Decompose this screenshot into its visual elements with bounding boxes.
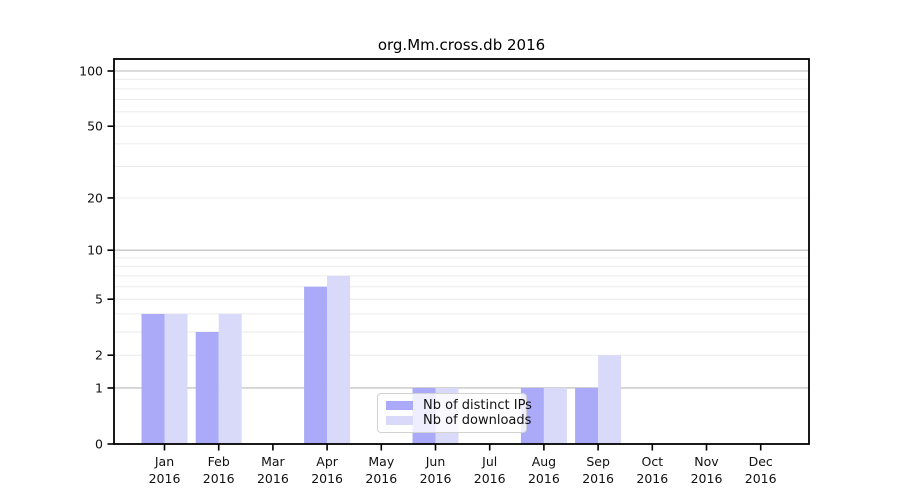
legend-swatch-downloads: [386, 416, 413, 425]
y-tick-label: 0: [95, 437, 103, 452]
x-tick-label: Mar 2016: [257, 454, 289, 486]
bar-aug-downloads: [543, 387, 567, 444]
bar-apr-downloads: [327, 275, 351, 444]
x-tick-label: Aug 2016: [528, 454, 560, 486]
y-tick-label: 10: [87, 243, 103, 258]
x-tick-label: Oct 2016: [636, 454, 668, 486]
x-tick-label: May 2016: [365, 454, 397, 486]
x-tick-label: Feb 2016: [203, 454, 235, 486]
legend-swatch-distinct-ips: [386, 401, 413, 410]
bar-jan-ips: [141, 313, 165, 444]
legend: Nb of distinct IPs Nb of downloads: [377, 393, 532, 433]
x-tick-label: Jul 2016: [474, 454, 506, 486]
bar-sep-ips: [575, 387, 599, 444]
y-tick-label: 100: [79, 64, 103, 79]
bar-apr-ips: [304, 286, 328, 444]
bar-feb-downloads: [218, 313, 242, 444]
y-tick-label: 20: [87, 190, 103, 205]
legend-label-distinct-ips: Nb of distinct IPs: [423, 398, 532, 413]
legend-row-downloads: Nb of downloads: [386, 413, 531, 428]
x-tick-label: Dec 2016: [745, 454, 777, 486]
x-tick-label: Nov 2016: [691, 454, 723, 486]
chart-title: org.Mm.cross.db 2016: [377, 36, 546, 54]
y-tick-label: 50: [87, 119, 103, 134]
x-tick-label: Sep 2016: [582, 454, 614, 486]
x-tick-label: Apr 2016: [311, 454, 343, 486]
y-tick-label: 2: [95, 348, 103, 363]
x-tick-label: Jan 2016: [149, 454, 181, 486]
x-tick-label: Jun 2016: [420, 454, 452, 486]
bar-feb-ips: [195, 331, 219, 444]
legend-label-downloads: Nb of downloads: [423, 413, 532, 428]
y-tick-label: 1: [95, 380, 103, 395]
legend-row-distinct-ips: Nb of distinct IPs: [386, 398, 532, 413]
bar-sep-downloads: [598, 355, 622, 444]
bar-jan-downloads: [164, 313, 188, 444]
y-tick-label: 5: [95, 292, 103, 307]
axes-frame: [113, 58, 810, 445]
